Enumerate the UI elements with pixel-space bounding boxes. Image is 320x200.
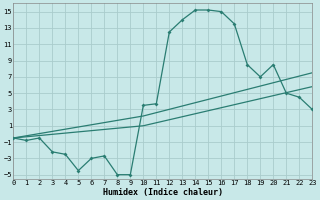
X-axis label: Humidex (Indice chaleur): Humidex (Indice chaleur) bbox=[103, 188, 223, 197]
